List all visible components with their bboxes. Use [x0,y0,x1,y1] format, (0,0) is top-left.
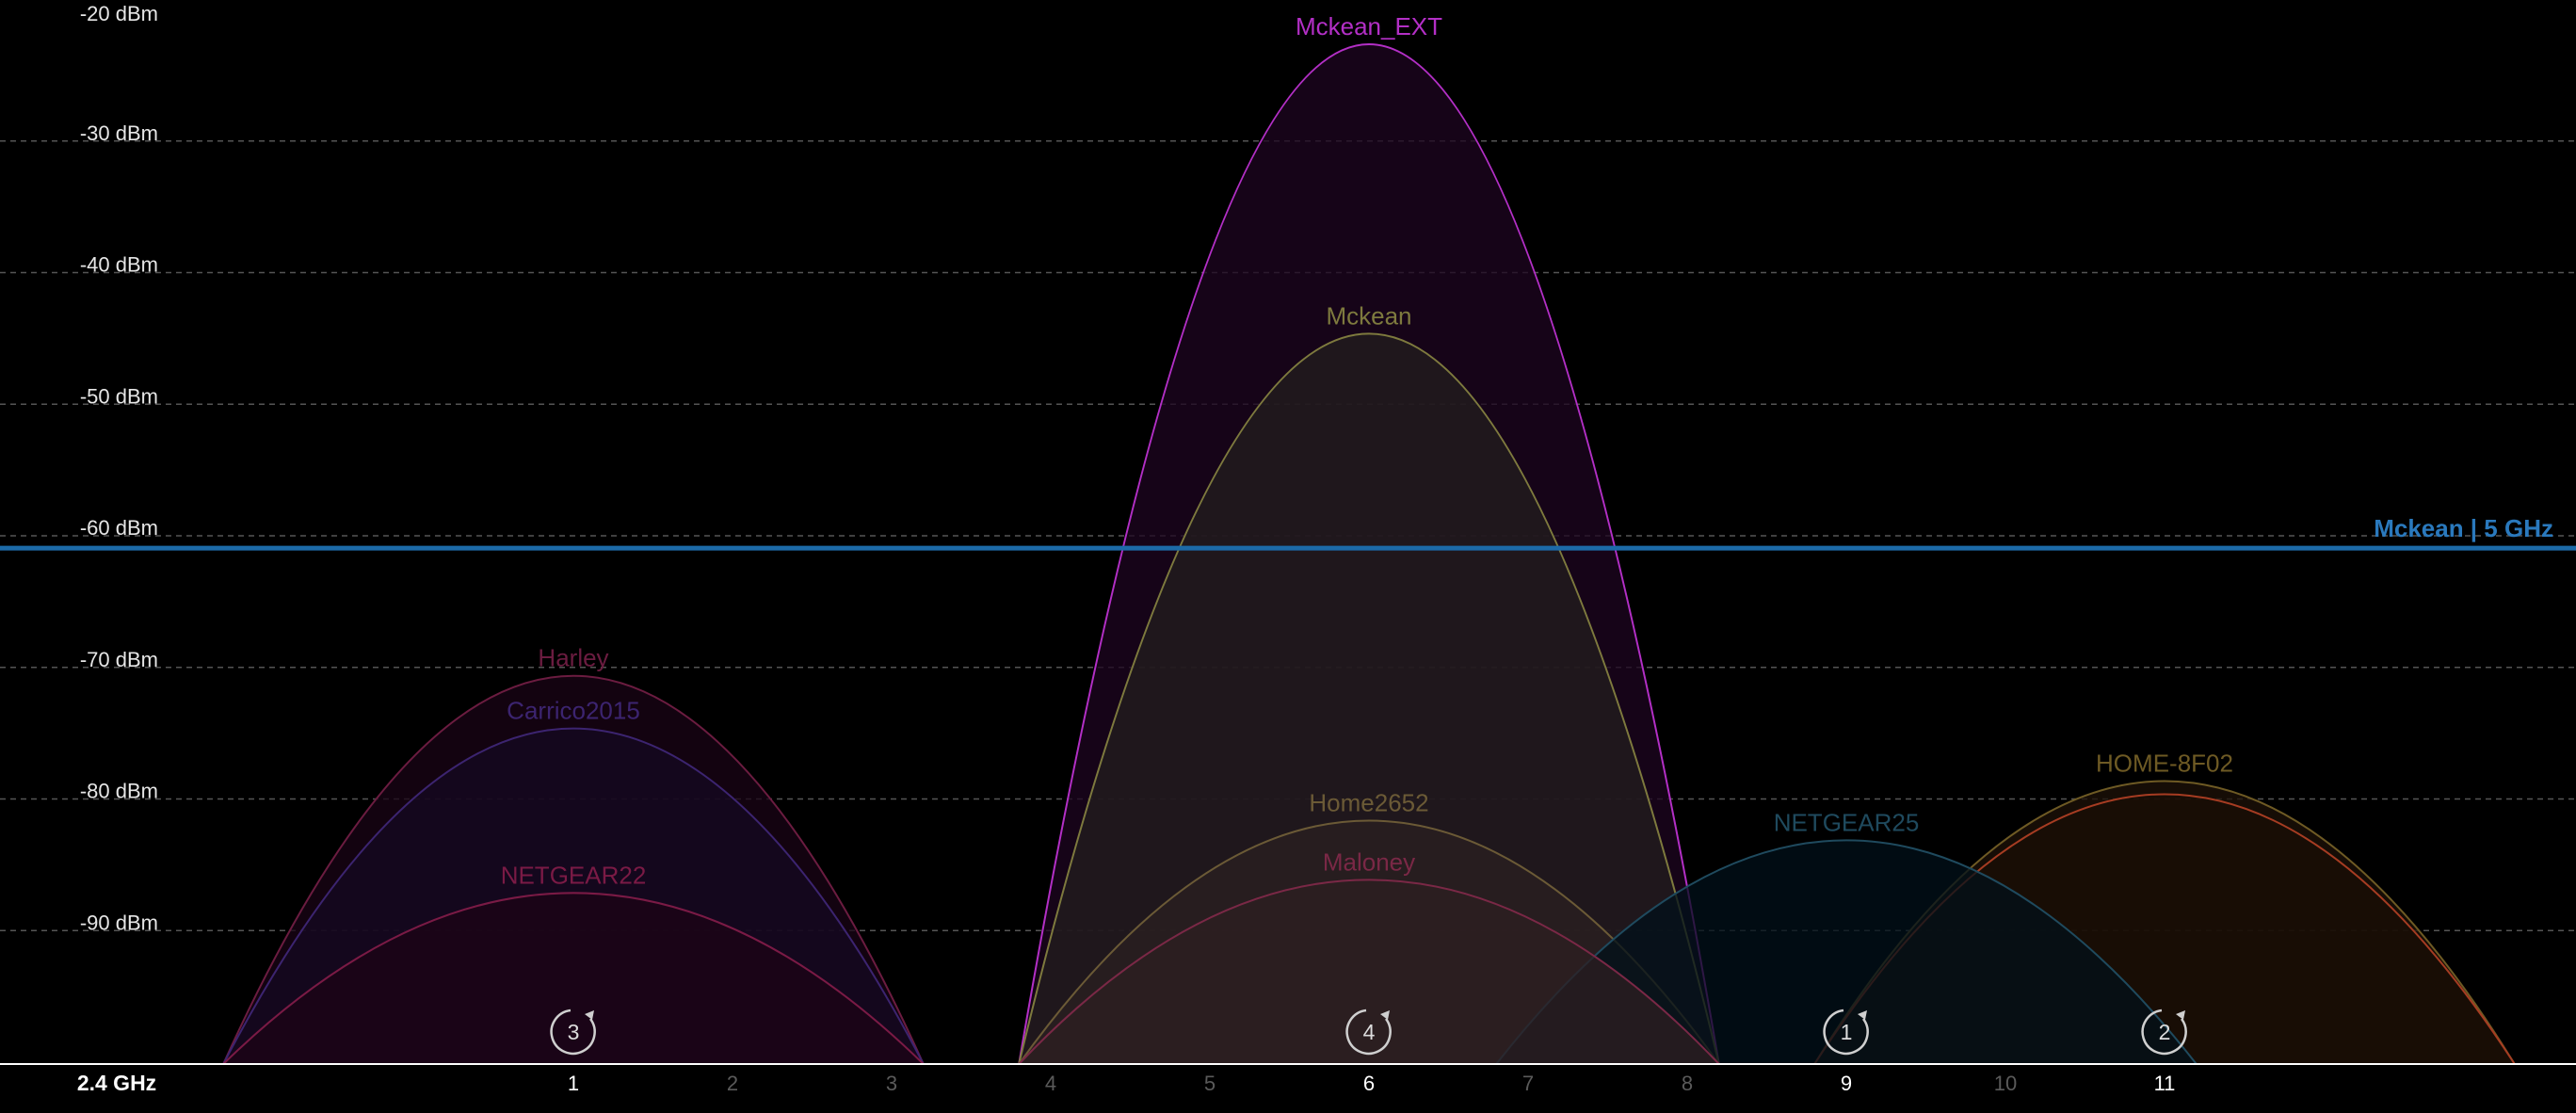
x-tick-label: 4 [1045,1072,1056,1095]
channel-count: 3 [568,1020,580,1044]
x-tick-label: 5 [1204,1072,1216,1095]
x-tick-label: 2 [727,1072,738,1095]
network-label: Harley [538,644,608,672]
network-curve [1494,839,2198,1065]
x-axis-ticks: 1 2 3 4 5 6 7 8 9 10 11 [568,1072,2176,1095]
y-tick-label: -70 dBm [80,648,158,671]
channel-count: 1 [1841,1020,1853,1044]
network-label: Mckean [1326,301,1411,330]
reference-line-label: Mckean | 5 GHz [2374,514,2553,542]
y-tick-label: -90 dBm [80,911,158,934]
band-label: 2.4 GHz [77,1071,156,1095]
refresh-arc-icon [2141,1008,2187,1056]
x-tick-label: 10 [1994,1072,2017,1095]
channel-count: 4 [1363,1020,1376,1044]
network-label: NETGEAR25 [1774,808,1920,836]
network-curve [220,892,926,1065]
y-tick-label: -80 dBm [80,780,158,803]
refresh-arrowhead-icon [2176,1010,2185,1020]
network-label: Mckean_EXT [1296,12,1442,40]
refresh-arrowhead-icon [585,1010,594,1020]
channel-count-badge: 3 [550,1008,596,1056]
x-tick-label: 11 [2154,1072,2176,1095]
x-tick-label: 3 [886,1072,897,1095]
channel-count-badge: 2 [2141,1008,2187,1056]
network-label: NETGEAR22 [501,861,647,889]
network-label: Home2652 [1309,788,1428,816]
refresh-arc-icon [1823,1008,1869,1056]
y-tick-label: -60 dBm [80,516,158,540]
y-axis-ticks: -20 dBm -30 dBm -40 dBm -50 dBm -60 dBm -70 d… [80,2,158,934]
network-label: Carrico2015 [507,697,640,725]
network-labels: Mckean_EXT Mckean Harley Carrico2015 HOME-8F… [501,12,2233,889]
network-label: HOME-8F02 [2096,750,2233,778]
x-tick-label: 8 [1682,1072,1693,1095]
refresh-arc-icon [1345,1008,1392,1056]
network-curve [1016,879,1722,1065]
network-curves [220,43,2517,1065]
refresh-arrowhead-icon [1380,1010,1390,1020]
x-tick-label: 1 [568,1072,579,1095]
y-tick-label: -40 dBm [80,253,158,277]
network-label: Maloney [1323,847,1415,876]
channel-count: 2 [2159,1020,2171,1044]
channel-badges: 3 4 1 2 [550,1008,2187,1056]
x-tick-label: 9 [1841,1072,1852,1095]
y-tick-label: -20 dBm [80,2,158,25]
x-tick-label: 7 [1522,1072,1534,1095]
x-tick-label: 6 [1363,1072,1375,1095]
refresh-arc-icon [550,1008,596,1056]
y-tick-label: -30 dBm [80,121,158,145]
refresh-arrowhead-icon [1858,1010,1867,1020]
channel-count-badge: 4 [1345,1008,1392,1056]
channel-count-badge: 1 [1823,1008,1869,1056]
y-tick-label: -50 dBm [80,384,158,408]
reference-line-group: Mckean | 5 GHz [0,514,2576,551]
